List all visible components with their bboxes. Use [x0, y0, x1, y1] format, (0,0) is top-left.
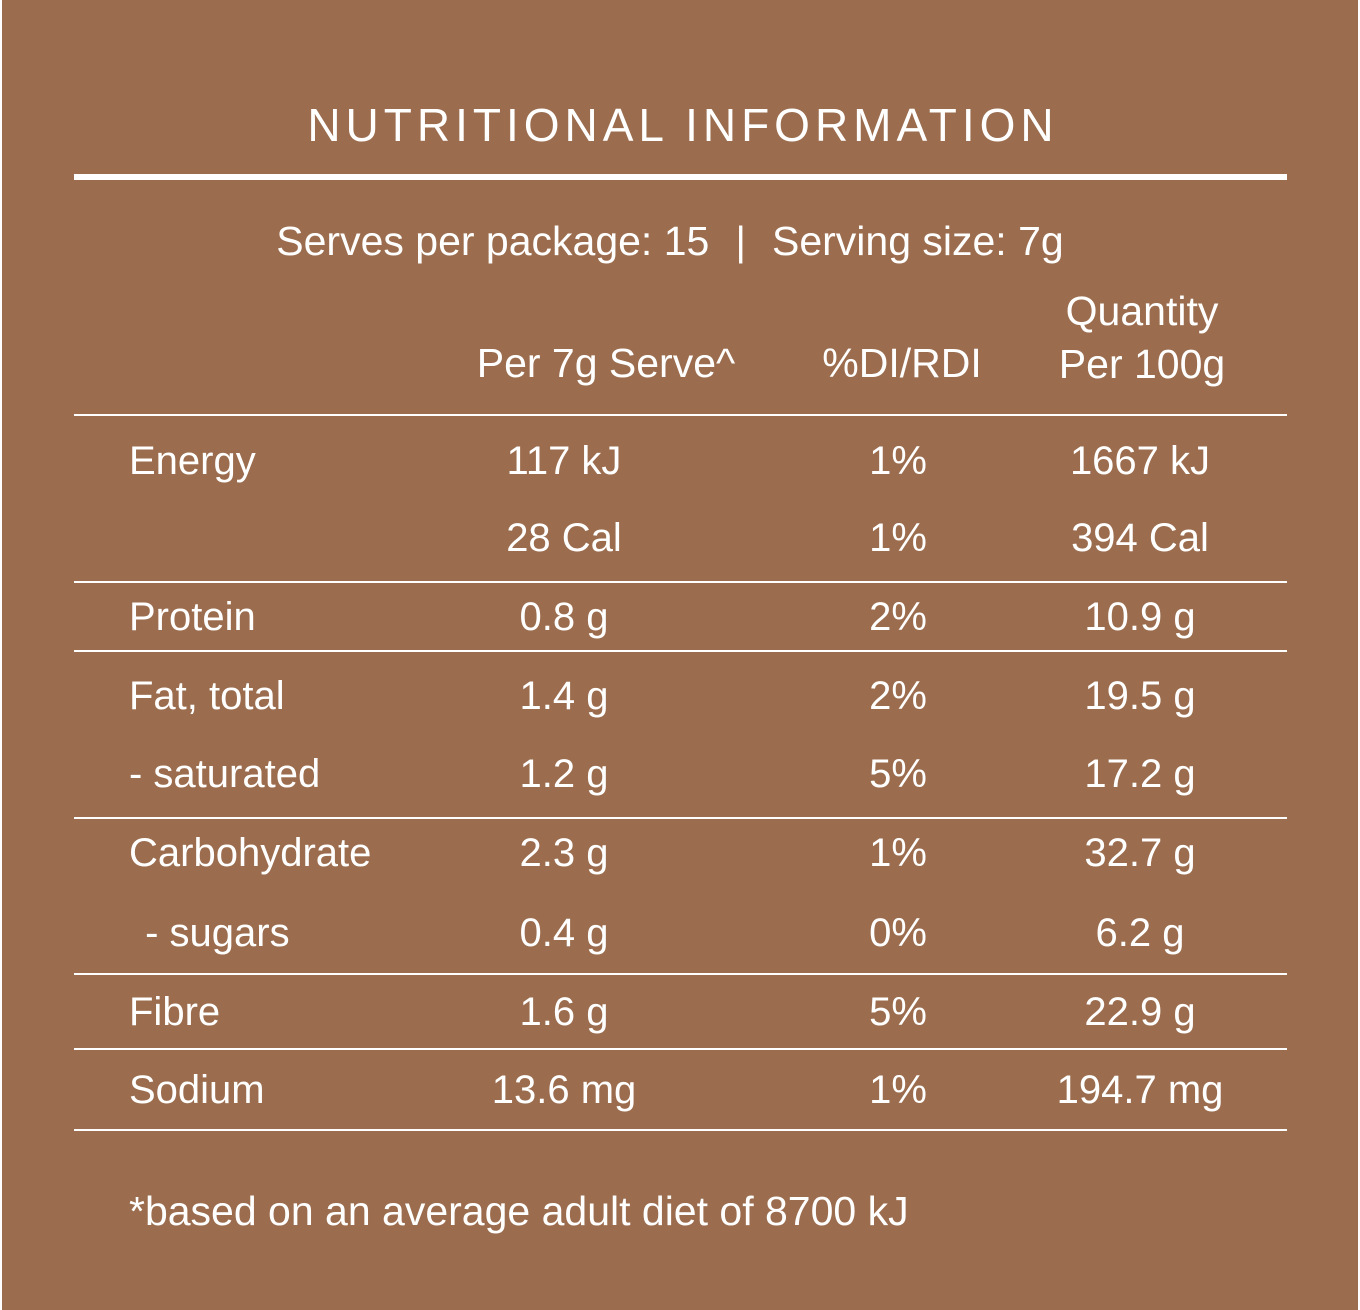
per-100g-value: 6.2 g — [1095, 911, 1185, 955]
per-100g-value: 10.9 g — [1084, 595, 1196, 639]
di-value: 1% — [869, 831, 927, 875]
serving-info: Serves per package: 15 | Serving size: 7g — [2, 216, 1338, 266]
per-serve-value: 1.4 g — [519, 674, 609, 718]
per-serve-value: 2.3 g — [519, 831, 609, 875]
column-header-per-100g: Per 100g — [1058, 341, 1226, 387]
per-serve-value: 1.2 g — [519, 752, 609, 796]
nutrient-name: - sugars — [134, 911, 290, 955]
di-value: 1% — [869, 439, 927, 483]
di-value: 2% — [869, 674, 927, 718]
nutrient-name: - saturated — [129, 752, 321, 796]
row-divider-protein — [74, 650, 1287, 652]
nutrient-name: Sodium — [129, 1068, 265, 1112]
di-value: 1% — [869, 516, 927, 560]
per-100g-value: 17.2 g — [1084, 752, 1196, 796]
row-divider-sodium — [74, 1129, 1287, 1131]
serving-separator: | — [735, 218, 746, 264]
column-header-di-rdi: %DI/RDI — [822, 340, 982, 386]
per-serve-value: 0.4 g — [519, 911, 609, 955]
di-value: 0% — [869, 911, 927, 955]
di-value: 1% — [869, 1068, 927, 1112]
nutrient-name: Fat, total — [129, 674, 285, 718]
column-header-quantity: Quantity — [1065, 288, 1219, 334]
per-serve-value: 117 kJ — [506, 439, 622, 483]
per-100g-value: 394 Cal — [1071, 516, 1209, 560]
nutrient-name: Carbohydrate — [129, 831, 372, 875]
per-serve-value: 13.6 mg — [491, 1068, 637, 1112]
di-value: 2% — [869, 595, 927, 639]
per-serve-value: 0.8 g — [519, 595, 609, 639]
nutrient-name: Fibre — [129, 990, 221, 1034]
di-value: 5% — [869, 752, 927, 796]
page-title: NUTRITIONAL INFORMATION — [307, 99, 1059, 151]
header-divider — [74, 414, 1287, 416]
row-divider-fat — [74, 817, 1287, 819]
serving-size: Serving size: 7g — [771, 218, 1064, 264]
nutrient-name: Energy — [129, 439, 256, 483]
row-divider-energy — [74, 581, 1287, 583]
serves-per-package: Serves per package: 15 — [276, 218, 710, 264]
nutrient-name: Protein — [129, 595, 256, 639]
per-serve-value: 1.6 g — [519, 990, 609, 1034]
per-100g-value: 22.9 g — [1084, 990, 1196, 1034]
per-serve-value: 28 Cal — [506, 516, 622, 560]
per-100g-value: 1667 kJ — [1069, 439, 1211, 483]
per-100g-value: 194.7 mg — [1056, 1068, 1224, 1112]
per-100g-value: 19.5 g — [1084, 674, 1196, 718]
footnote: *based on an average adult diet of 8700 … — [129, 1188, 909, 1234]
row-divider-carbohydrate — [74, 973, 1287, 975]
column-header-per-serve: Per 7g Serve^ — [476, 340, 736, 386]
row-divider-fibre — [74, 1048, 1287, 1050]
di-value: 5% — [869, 990, 927, 1034]
per-100g-value: 32.7 g — [1084, 831, 1196, 875]
title-divider — [74, 174, 1287, 180]
